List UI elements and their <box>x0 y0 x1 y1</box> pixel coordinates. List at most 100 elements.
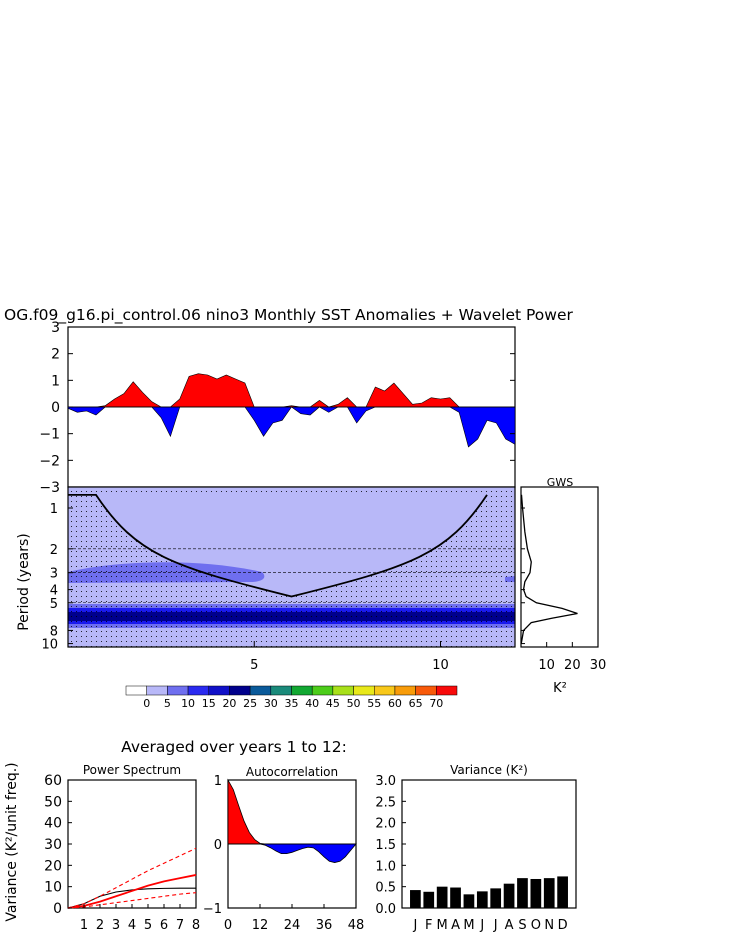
sst-ytick-label: −1 <box>39 427 60 443</box>
colorbar-swatch <box>167 685 189 696</box>
variance-xtick-label: D <box>558 918 568 933</box>
wavelet-ytick-label: 1 <box>50 502 58 517</box>
power-spectrum-frame <box>67 779 197 909</box>
variance-bar <box>490 888 502 908</box>
sst-positive-area <box>68 373 515 408</box>
sst-ytick-label: 1 <box>51 373 60 389</box>
sst-negative-area <box>67 406 516 448</box>
variance-bar <box>410 890 421 908</box>
colorbar-swatch <box>415 685 437 696</box>
variance-bar <box>463 894 475 908</box>
colorbar-swatch <box>291 685 313 696</box>
gws-plot-frame <box>520 486 599 648</box>
colorbar-label: 20 <box>222 697 236 710</box>
variance-xtick-label: S <box>518 918 526 933</box>
gws-xtick-label: 10 <box>538 658 555 673</box>
colorbar-label: 65 <box>409 697 423 710</box>
mv-ytick-label: 1.5 <box>375 838 396 853</box>
mv-ytick-label: 0.5 <box>375 881 396 896</box>
autocorrelation-title: Autocorrelation <box>246 765 338 779</box>
autocorr-positive-area <box>227 778 356 845</box>
ps-xtick-label: 2 <box>96 918 104 933</box>
colorbar-label: 15 <box>202 697 216 710</box>
variance-xtick-label: J <box>479 918 484 933</box>
variance-xtick-label: F <box>425 918 432 933</box>
colorbar-swatch <box>187 685 209 696</box>
colorbar-swatch <box>229 685 251 696</box>
ps-xtick-label: 4 <box>128 918 136 933</box>
wavelet-ylabel: Period (years) <box>16 533 32 631</box>
ps-ytick-label: 0 <box>53 901 62 917</box>
wavelet-ytick-label: 4 <box>50 584 58 599</box>
variance-xtick-label: O <box>531 918 541 933</box>
ps-xtick-label: 6 <box>160 918 168 933</box>
wavelet-ytick-label: 5 <box>50 597 58 612</box>
ps-ytick-label: 50 <box>44 794 62 810</box>
gws-chart: GWS 10 20 30 K² <box>520 476 606 696</box>
variance-xtick-label: N <box>544 918 554 933</box>
colorbar-swatch <box>311 685 334 696</box>
colorbar-label: 5 <box>164 697 171 710</box>
colorbar-label: 40 <box>305 697 319 710</box>
ac-ytick-label: −1 <box>203 902 222 917</box>
wavelet-plot-frame <box>67 486 516 648</box>
ps-xtick-label: 8 <box>192 918 200 933</box>
colorbar-swatch <box>332 685 354 696</box>
variance-xtick-label: M <box>463 918 474 933</box>
autocorr-negative-area <box>228 843 357 863</box>
sst-ytick-label: −2 <box>39 453 60 469</box>
ac-xtick-label: 36 <box>316 918 333 933</box>
sst-ytick-label: 2 <box>51 347 60 363</box>
ps-ytick-label: 30 <box>44 837 62 853</box>
mv-ytick-label: 2.5 <box>375 795 396 810</box>
mv-ytick-label: 1.0 <box>375 859 396 874</box>
variance-xtick-label: J <box>493 918 498 933</box>
variance-xtick-label: J <box>412 918 417 933</box>
ps-ytick-label: 20 <box>44 858 62 874</box>
colorbar-swatch <box>353 685 375 696</box>
colorbar-label: 45 <box>326 697 340 710</box>
variance-bar <box>436 886 448 908</box>
colorbar-swatch <box>249 685 272 696</box>
colorbar-swatch <box>374 685 396 696</box>
ac-ytick-label: 1 <box>214 774 222 789</box>
colorbar-label: 0 <box>143 697 150 710</box>
wavelet-ytick-label: 10 <box>41 638 58 653</box>
sst-ytick-label: 3 <box>51 320 60 336</box>
colorbar-swatch <box>208 685 230 696</box>
sst-ytick-label: −3 <box>39 480 60 496</box>
colorbar-label: 55 <box>367 697 381 710</box>
ps-xtick-label: 1 <box>80 918 88 933</box>
power-spectrum-line <box>67 847 197 909</box>
wavelet-ytick-label: 3 <box>50 567 58 582</box>
colorbar-label: 30 <box>264 697 278 710</box>
ps-ytick-label: 60 <box>44 773 62 789</box>
colorbar-swatch <box>146 685 168 696</box>
wavelet-ytick-label: 8 <box>50 624 58 639</box>
colorbar-label: 25 <box>243 697 257 710</box>
variance-bar <box>503 883 515 908</box>
variance-bar <box>557 876 568 908</box>
variance-bar <box>423 891 435 908</box>
ac-xtick-label: 48 <box>348 918 365 933</box>
gws-xtick-label: 20 <box>564 658 581 673</box>
colorbar-swatch <box>270 685 292 696</box>
ac-xtick-label: 0 <box>224 918 232 933</box>
power-spectrum-line <box>67 874 197 909</box>
colorbar-label: 70 <box>429 697 443 710</box>
ac-xtick-label: 12 <box>252 918 269 933</box>
power-spectrum-line <box>67 892 197 909</box>
autocorrelation-chart: Autocorrelation 10−1 0 12 24 36 48 <box>203 765 364 933</box>
ps-ytick-label: 10 <box>44 880 62 896</box>
colorbar-label: 35 <box>285 697 299 710</box>
ac-xtick-label: 24 <box>284 918 301 933</box>
variance-bar <box>476 891 488 908</box>
ps-xtick-label: 7 <box>176 918 184 933</box>
variance-bar <box>517 878 528 908</box>
variance-bar <box>450 887 461 908</box>
power-spectrum-title: Power Spectrum <box>83 763 181 777</box>
gws-line <box>520 494 578 644</box>
ps-ytick-label: 40 <box>44 816 62 832</box>
